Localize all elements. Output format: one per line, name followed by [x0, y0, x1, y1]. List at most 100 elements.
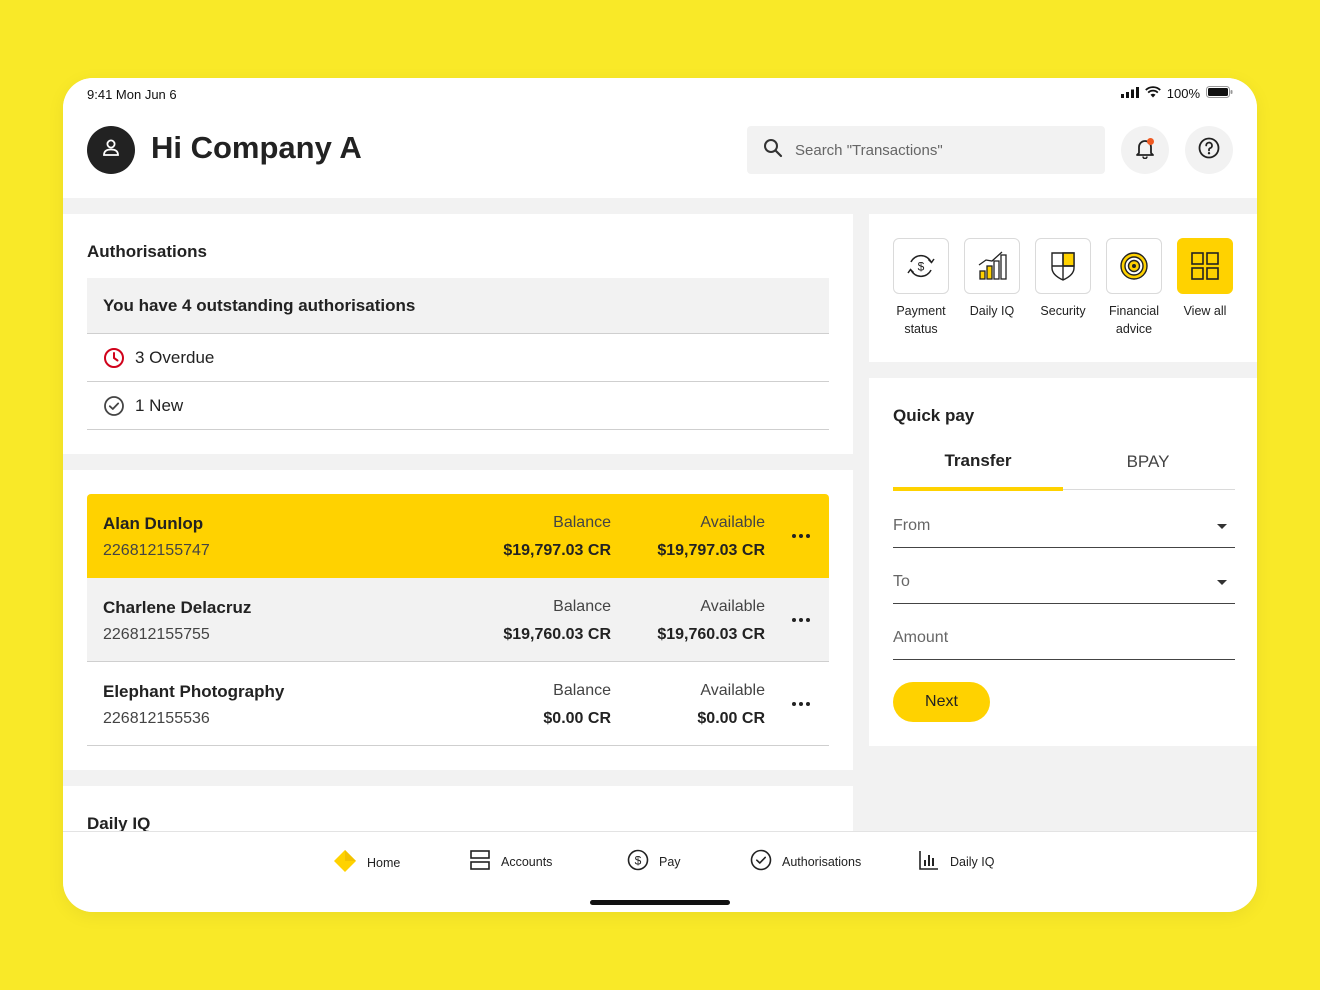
nav-pay[interactable]: $ Pay — [627, 849, 681, 874]
more-options-icon[interactable] — [791, 526, 811, 546]
to-select[interactable]: To — [893, 560, 1235, 604]
available-label: Available — [700, 682, 765, 699]
account-row[interactable]: Charlene Delacruz 226812155755 Balance $… — [87, 578, 829, 662]
account-name: Alan Dunlop — [103, 514, 204, 533]
quick-pay-tabs: Transfer BPAY — [893, 434, 1235, 491]
help-icon — [1198, 137, 1220, 164]
chart-bars-icon — [964, 238, 1020, 294]
quick-link-view-all[interactable]: View all — [1177, 238, 1233, 320]
new-row[interactable]: 1 New — [87, 382, 829, 430]
nav-label: Authorisations — [782, 854, 862, 869]
avatar[interactable] — [87, 126, 135, 174]
quick-link-label: Daily IQ — [969, 304, 1015, 318]
account-number: 226812155536 — [103, 710, 210, 727]
authorisations-title: Authorisations — [87, 242, 207, 261]
nav-label: Daily IQ — [950, 854, 995, 869]
nav-accounts[interactable]: Accounts — [469, 849, 552, 874]
more-options-icon[interactable] — [791, 610, 811, 630]
chevron-down-icon — [1217, 580, 1227, 585]
nav-daily-iq[interactable]: Daily IQ — [918, 849, 994, 874]
daily-iq-title: Daily IQ — [87, 814, 151, 833]
quick-pay-card: Quick pay Transfer BPAY From To Amount N… — [869, 378, 1257, 746]
nav-label: Accounts — [501, 854, 553, 869]
balance-value: $19,760.03 CR — [503, 626, 611, 643]
search-icon — [763, 138, 783, 163]
available-value: $0.00 CR — [697, 710, 765, 727]
user-icon — [101, 138, 121, 163]
available-value: $19,797.03 CR — [657, 542, 765, 559]
status-bar: 9:41 Mon Jun 6 100% — [63, 78, 1257, 110]
home-diamond-icon — [333, 849, 357, 876]
battery-percent: 100% — [1166, 86, 1200, 101]
quick-link-label: View all — [1183, 304, 1227, 318]
overdue-row[interactable]: 3 Overdue — [87, 334, 829, 382]
svg-text:$: $ — [635, 854, 642, 868]
status-time: 9:41 Mon Jun 6 — [87, 87, 177, 102]
from-select[interactable]: From — [893, 504, 1235, 548]
help-button[interactable] — [1185, 126, 1233, 174]
quick-link-label: Financial advice — [1108, 304, 1160, 336]
quick-link-label: Payment status — [896, 304, 946, 336]
balance-label: Balance — [553, 682, 611, 699]
account-row[interactable]: Elephant Photography 226812155536 Balanc… — [87, 662, 829, 746]
wifi-icon — [1144, 86, 1161, 101]
available-value: $19,760.03 CR — [657, 626, 765, 643]
nav-home[interactable]: Home — [333, 849, 400, 876]
bottom-nav: Home Accounts $ Pay Authorisations Daily… — [63, 831, 1257, 912]
status-indicators: 100% — [1120, 86, 1233, 101]
clock-icon — [103, 347, 125, 369]
accounts-icon — [469, 849, 491, 874]
svg-text:$: $ — [918, 260, 925, 274]
quick-link-label: Security — [1040, 304, 1086, 318]
quick-links-card: $ Payment status Daily IQ Security Finan… — [869, 214, 1257, 362]
account-row[interactable]: Alan Dunlop 226812155747 Balance $19,797… — [87, 494, 829, 578]
nav-label: Home — [367, 855, 401, 870]
search-placeholder: Search "Transactions" — [795, 141, 943, 159]
bell-icon — [1134, 137, 1156, 164]
chart-icon — [918, 849, 940, 874]
battery-icon — [1206, 86, 1233, 101]
account-number: 226812155747 — [103, 542, 210, 559]
balance-value: $19,797.03 CR — [503, 542, 611, 559]
balance-label: Balance — [553, 598, 611, 615]
quick-link-security[interactable]: Security — [1035, 238, 1091, 320]
notifications-button[interactable] — [1121, 126, 1169, 174]
grid-icon — [1177, 238, 1233, 294]
available-label: Available — [700, 598, 765, 615]
payment-status-icon: $ — [893, 238, 949, 294]
nav-authorisations[interactable]: Authorisations — [750, 849, 861, 874]
more-options-icon[interactable] — [791, 694, 811, 714]
quick-pay-title: Quick pay — [893, 406, 975, 425]
authorisations-banner[interactable]: You have 4 outstanding authorisations — [87, 278, 829, 334]
amount-field[interactable]: Amount — [893, 616, 1235, 660]
available-label: Available — [700, 514, 765, 531]
balance-label: Balance — [553, 514, 611, 531]
check-circle-icon — [750, 849, 772, 874]
nav-label: Pay — [659, 854, 681, 869]
search-input[interactable]: Search "Transactions" — [747, 126, 1105, 174]
check-circle-icon — [103, 395, 125, 417]
to-label: To — [893, 572, 910, 590]
quick-link-payment-status[interactable]: $ Payment status — [893, 238, 949, 338]
authorisations-card: Authorisations You have 4 outstanding au… — [63, 214, 853, 454]
tab-transfer[interactable]: Transfer — [893, 434, 1063, 491]
accounts-card: Alan Dunlop 226812155747 Balance $19,797… — [63, 470, 853, 770]
quick-link-daily-iq[interactable]: Daily IQ — [964, 238, 1020, 320]
quick-link-financial-advice[interactable]: Financial advice — [1106, 238, 1162, 338]
chevron-down-icon — [1217, 524, 1227, 529]
next-button[interactable]: Next — [893, 682, 990, 722]
balance-value: $0.00 CR — [543, 710, 611, 727]
tab-bpay[interactable]: BPAY — [1126, 452, 1170, 471]
signal-icon — [1120, 86, 1139, 101]
app-header: Hi Company A Search "Transactions" — [63, 110, 1257, 198]
tablet-screen: 9:41 Mon Jun 6 100% Hi Company A — [63, 78, 1257, 912]
overdue-label: 3 Overdue — [135, 347, 215, 367]
account-number: 226812155755 — [103, 626, 210, 643]
page-title: Hi Company A — [151, 130, 362, 165]
account-name: Elephant Photography — [103, 682, 285, 701]
home-indicator — [590, 900, 730, 905]
shield-icon — [1035, 238, 1091, 294]
target-icon — [1106, 238, 1162, 294]
amount-label: Amount — [893, 628, 949, 646]
dollar-circle-icon: $ — [627, 849, 649, 874]
